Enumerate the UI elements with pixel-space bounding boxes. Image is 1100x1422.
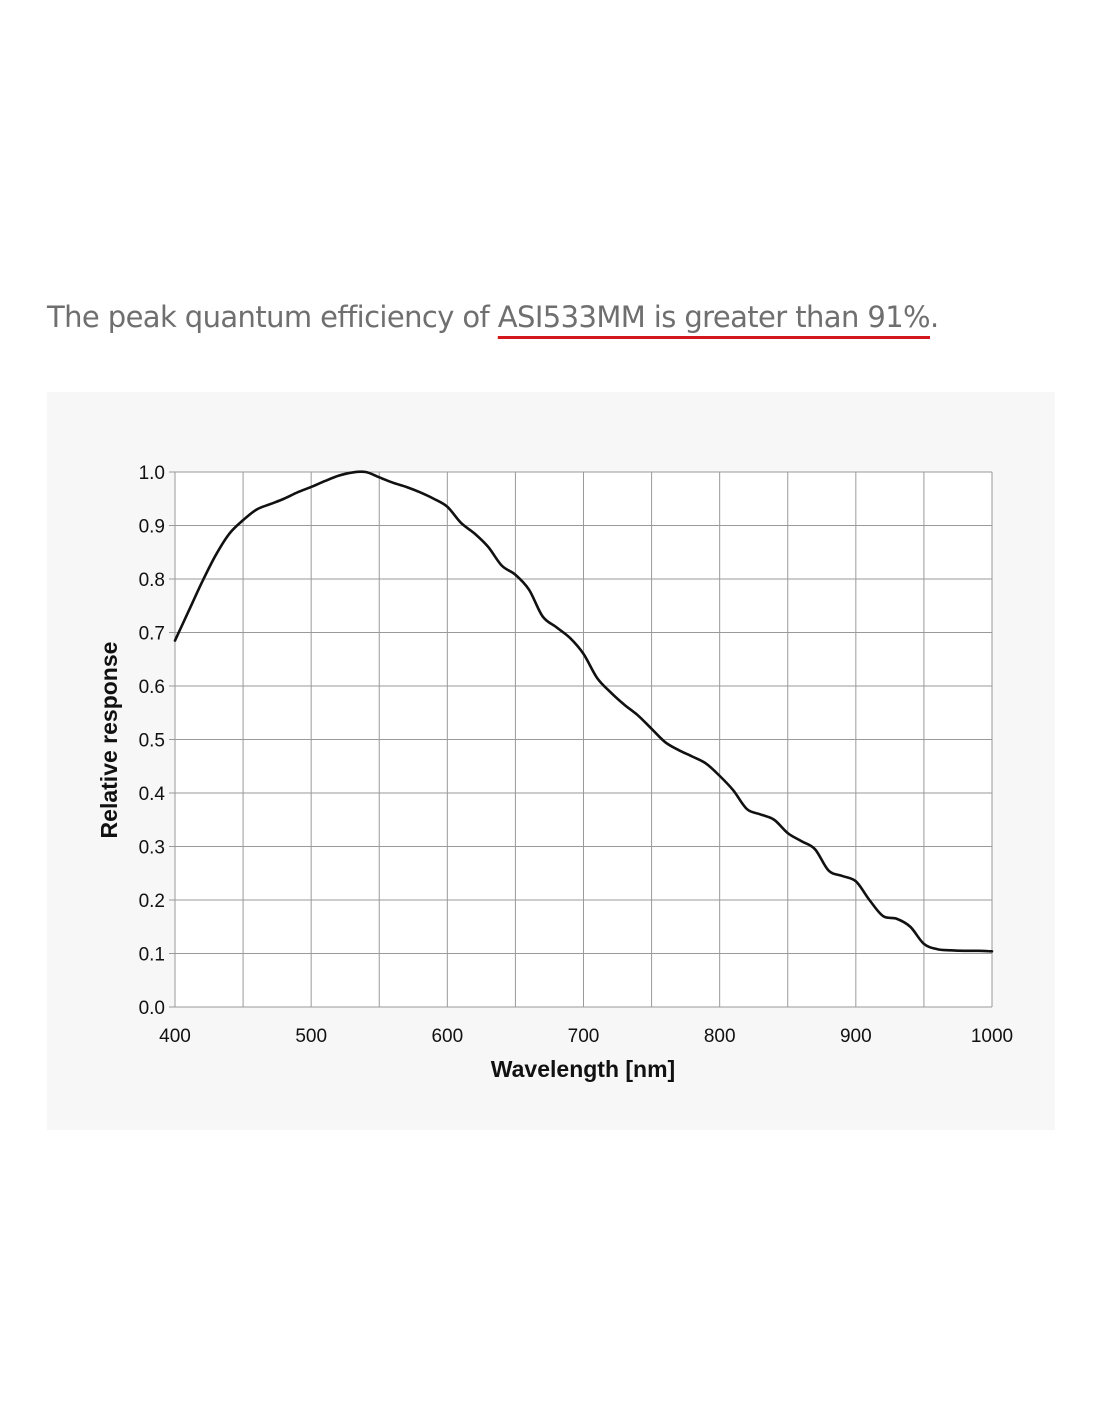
x-tick-label: 800 bbox=[704, 1026, 736, 1047]
y-tick-label: 0.9 bbox=[139, 517, 165, 538]
y-tick-label: 1.0 bbox=[139, 463, 165, 484]
headline: The peak quantum efficiency of ASI533MM … bbox=[47, 300, 1057, 334]
y-tick-label: 0.6 bbox=[139, 677, 165, 698]
y-tick-label: 0.0 bbox=[139, 998, 165, 1019]
headline-suffix: . bbox=[930, 300, 939, 334]
y-tick-label: 0.1 bbox=[139, 945, 165, 966]
qe-curve bbox=[173, 470, 994, 953]
y-tick-label: 0.5 bbox=[139, 731, 165, 752]
y-tick-label: 0.3 bbox=[139, 838, 165, 859]
y-tick-labels: 0.0 0.1 0.2 0.3 0.4 0.5 0.6 0.7 0.8 0.9 1.0 bbox=[139, 463, 166, 1019]
chart-panel: 0.0 0.1 0.2 0.3 0.4 0.5 0.6 0.7 0.8 0.9 1.0 400 500… bbox=[47, 392, 1055, 1130]
x-tick-label: 900 bbox=[840, 1026, 872, 1047]
grid bbox=[169, 471, 993, 1008]
qe-chart: 0.0 0.1 0.2 0.3 0.4 0.5 0.6 0.7 0.8 0.9 1.0 400 500… bbox=[96, 463, 1013, 1082]
y-tick-label: 0.4 bbox=[139, 784, 166, 805]
x-axis-label: Wavelength [nm] bbox=[491, 1056, 675, 1082]
y-tick-label: 0.7 bbox=[139, 624, 165, 645]
headline-highlight: ASI533MM is greater than 91% bbox=[497, 300, 931, 334]
x-tick-label: 400 bbox=[159, 1026, 191, 1047]
x-tick-labels: 400 500 600 700 800 900 1000 bbox=[159, 1026, 1013, 1047]
x-tick-label: 1000 bbox=[971, 1026, 1013, 1047]
y-tick-label: 0.8 bbox=[139, 570, 165, 591]
y-axis-label: Relative response bbox=[96, 642, 122, 839]
x-tick-label: 700 bbox=[568, 1026, 600, 1047]
y-tick-label: 0.2 bbox=[139, 891, 165, 912]
x-tick-label: 600 bbox=[431, 1026, 463, 1047]
curve-layer bbox=[173, 470, 994, 953]
headline-prefix: The peak quantum efficiency of bbox=[47, 300, 498, 334]
x-tick-label: 500 bbox=[295, 1026, 327, 1047]
